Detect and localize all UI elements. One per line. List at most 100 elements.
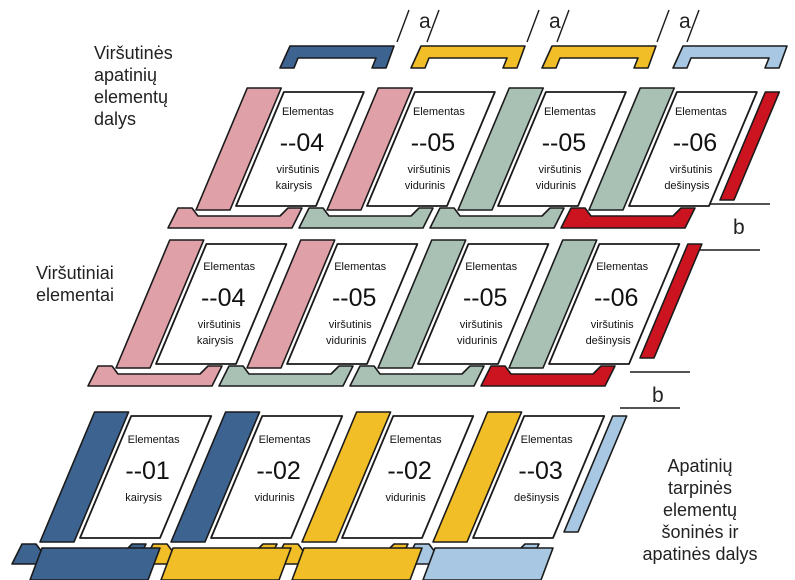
slanted-strip: [508, 239, 598, 369]
annotation-line: tarpinės: [667, 478, 733, 498]
element-code: --05: [542, 129, 586, 157]
element-desc: vidurinis: [536, 180, 577, 192]
dimension-slash: [426, 9, 440, 43]
element-desc: dešinysis: [664, 180, 710, 192]
element-code: --04: [201, 284, 246, 312]
element-card: [155, 243, 288, 365]
element-title: Elementas: [334, 261, 386, 273]
element-desc: vidurinis: [254, 492, 295, 504]
element-desc: viršutinis: [460, 319, 503, 331]
slanted-strip: [432, 411, 523, 543]
element-desc: dešinysis: [514, 492, 560, 504]
element-code: --04: [280, 129, 325, 157]
top-cap: [672, 45, 788, 69]
dimension-b-2: b: [652, 384, 664, 407]
element-title: Elementas: [413, 106, 465, 118]
element-card: [286, 243, 419, 365]
connector-bar: [218, 365, 354, 387]
connector-bar: [87, 365, 223, 387]
annotation-bottom-right: Apatinių tarpinės elementų šoninės ir ap…: [615, 455, 785, 565]
connector-bar: [349, 365, 485, 387]
element-desc: vidurinis: [457, 335, 498, 347]
element-desc: vidurinis: [405, 180, 446, 192]
element-desc: viršutinis: [591, 319, 634, 331]
element-desc: viršutinis: [329, 319, 372, 331]
element-code: --05: [463, 284, 507, 312]
top-cap: [279, 45, 395, 69]
element-card: [497, 91, 627, 207]
element-code: --05: [332, 284, 376, 312]
element-desc: viršutinis: [198, 319, 241, 331]
element-card: [417, 243, 550, 365]
connector-bar: [480, 365, 616, 387]
element-title: Elementas: [675, 106, 727, 118]
connector-bar: [429, 207, 565, 229]
bottom-cap: [160, 547, 292, 580]
dimension-slash: [396, 9, 410, 43]
element-title: Elementas: [203, 261, 255, 273]
annotation-line: elementų: [94, 87, 169, 107]
element-code: --02: [387, 457, 431, 485]
element-desc: viršutinis: [539, 164, 582, 176]
element-card: [472, 415, 606, 539]
element-card: [210, 415, 344, 539]
element-card: [628, 91, 758, 207]
element-code: --02: [256, 457, 300, 485]
slanted-strip: [377, 239, 467, 369]
element-desc: vidurinis: [326, 335, 367, 347]
annotation-line: šoninės ir: [661, 522, 739, 542]
element-desc: viršutinis: [670, 164, 713, 176]
connector-bar: [560, 207, 696, 229]
element-title: Elementas: [282, 106, 334, 118]
element-card: [79, 415, 213, 539]
element-card: [548, 243, 681, 365]
element-desc: viršutinis: [277, 164, 320, 176]
element-card: [235, 91, 365, 207]
dimension-b-1: b: [733, 216, 745, 239]
bottom-cap: [29, 547, 161, 580]
annotation-line: Viršutiniai: [36, 263, 114, 283]
annotation-line: apatinių: [94, 65, 158, 85]
annotation-line: dalys: [94, 109, 137, 129]
annotation-line: Viršutinės: [94, 43, 173, 63]
element-desc: viršutinis: [408, 164, 451, 176]
annotation-top-left: Viršutinės apatinių elementų dalys: [94, 42, 173, 130]
slanted-strip: [301, 411, 392, 543]
element-code: --03: [518, 457, 562, 485]
element-card: [366, 91, 496, 207]
right-strip: [719, 91, 781, 201]
element-title: Elementas: [390, 434, 442, 446]
element-title: Elementas: [259, 434, 311, 446]
slanted-strip: [326, 87, 414, 211]
element-title: Elementas: [544, 106, 596, 118]
annotation-middle-left: Viršutiniai elementai: [36, 262, 114, 306]
element-code: --01: [125, 457, 169, 485]
connector-bar: [167, 207, 303, 229]
annotation-line: Apatinių: [667, 456, 733, 476]
element-title: Elementas: [128, 434, 180, 446]
slanted-strip: [39, 411, 130, 543]
dimension-slash: [686, 9, 700, 43]
dimension-slash: [556, 9, 570, 43]
element-desc: vidurinis: [385, 492, 426, 504]
element-card: [341, 415, 475, 539]
element-desc: kairysis: [197, 335, 234, 347]
element-desc: kairysis: [125, 492, 162, 504]
dimension-a-3: a: [679, 10, 691, 33]
dimension-slash: [656, 9, 670, 43]
annotation-line: elementų: [662, 500, 738, 520]
right-strip: [639, 243, 703, 359]
dimension-a-1: a: [419, 10, 431, 33]
connector-bar: [298, 207, 434, 229]
element-title: Elementas: [596, 261, 648, 273]
top-cap: [410, 45, 526, 69]
element-code: --05: [411, 129, 455, 157]
slanted-strip: [246, 239, 336, 369]
element-code: --06: [594, 284, 638, 312]
slanted-strip: [457, 87, 545, 211]
element-desc: kairysis: [276, 180, 313, 192]
element-title: Elementas: [465, 261, 517, 273]
element-title: Elementas: [521, 434, 573, 446]
bottom-cap: [291, 547, 423, 580]
